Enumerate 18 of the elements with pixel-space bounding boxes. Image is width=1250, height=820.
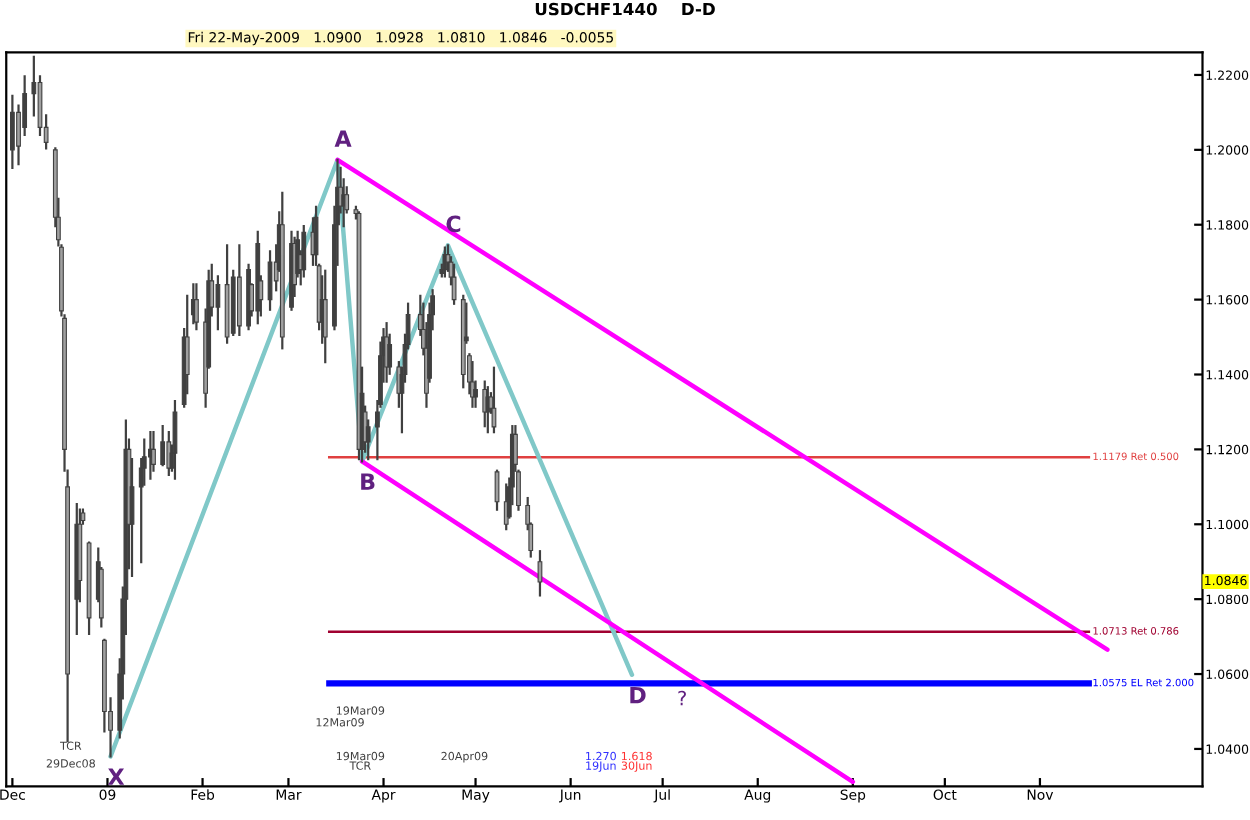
- candlestick: [301, 225, 307, 278]
- data-label: C: [446, 215, 461, 233]
- candlestick: [494, 469, 500, 511]
- data-label: A: [334, 130, 352, 147]
- annotation: ?: [678, 690, 686, 706]
- candlestick: [151, 431, 156, 472]
- candlestick: [215, 275, 221, 331]
- candlestick: [537, 550, 543, 597]
- candlestick: [194, 283, 199, 331]
- data-label: D: [630, 686, 646, 704]
- candlestick: [9, 94, 15, 169]
- candlestick: [491, 366, 497, 434]
- candlestick: [172, 399, 178, 480]
- candlestick: [160, 425, 166, 467]
- chart-title: USDCHF1440 D-D: [535, 2, 715, 16]
- data-label: B: [361, 473, 375, 490]
- data-label: X: [107, 768, 125, 785]
- candlestick: [267, 250, 273, 311]
